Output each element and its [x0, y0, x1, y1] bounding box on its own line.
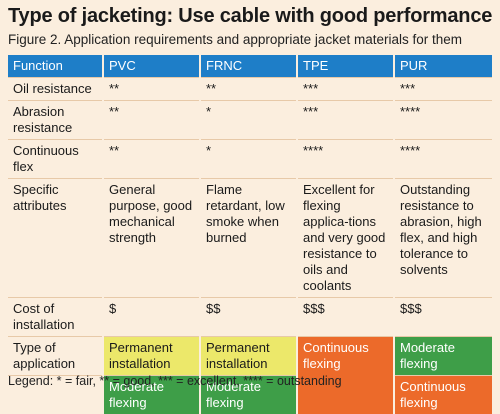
cell-pvc: ** — [103, 78, 200, 101]
jacket-materials-table: Function PVC FRNC TPE PUR Oil resistance… — [8, 55, 492, 414]
header-pur: PUR — [394, 55, 492, 78]
cell-pvc: ** — [103, 101, 200, 140]
cell-frnc: ** — [200, 78, 297, 101]
row-label: Abrasion resistance — [8, 101, 103, 140]
header-pvc: PVC — [103, 55, 200, 78]
cell-tpe: $$$ — [297, 298, 394, 337]
cell-pur: **** — [394, 101, 492, 140]
table-row: Specific attributes General purpose, goo… — [8, 179, 492, 298]
cell-tpe: Excellent for flexing applica-tions and … — [297, 179, 394, 298]
cell-tpe: *** — [297, 101, 394, 140]
cell-pvc: General purpose, good mechanical strengt… — [103, 179, 200, 298]
table-legend: Legend: * = fair, ** = good, *** = excel… — [8, 374, 342, 388]
cell-frnc: Flame retardant, low smoke when burned — [200, 179, 297, 298]
row-label: Specific attributes — [8, 179, 103, 298]
header-tpe: TPE — [297, 55, 394, 78]
cell-pur: *** — [394, 78, 492, 101]
cell-frnc-permanent: Permanent installation — [200, 337, 297, 376]
table-header-row: Function PVC FRNC TPE PUR — [8, 55, 492, 78]
table-row: Cost of installation $ $$ $$$ $$$ — [8, 298, 492, 337]
header-function: Function — [8, 55, 103, 78]
cell-pur: Outstanding resistance to abrasion, high… — [394, 179, 492, 298]
row-label: Type of application — [8, 337, 103, 376]
table-row: Type of application Permanent installati… — [8, 337, 492, 376]
row-label: Continuous flex — [8, 140, 103, 179]
cell-tpe: *** — [297, 78, 394, 101]
figure-title: Type of jacketing: Use cable with good p… — [8, 5, 492, 28]
cell-pvc: ** — [103, 140, 200, 179]
cell-frnc: * — [200, 140, 297, 179]
cell-frnc: $$ — [200, 298, 297, 337]
cell-pur: $$$ — [394, 298, 492, 337]
cell-pvc: $ — [103, 298, 200, 337]
cell-pur-moderate: Moderate flexing — [394, 337, 492, 376]
cell-frnc: * — [200, 101, 297, 140]
cell-pur-continuous: Continuous flexing — [394, 376, 492, 414]
figure-caption: Figure 2. Application requirements and a… — [8, 32, 462, 47]
cell-pur: **** — [394, 140, 492, 179]
cell-pvc-permanent: Permanent installation — [103, 337, 200, 376]
row-label: Oil resistance — [8, 78, 103, 101]
table-row: Abrasion resistance ** * *** **** — [8, 101, 492, 140]
table-row: Continuous flex ** * **** **** — [8, 140, 492, 179]
cell-tpe: **** — [297, 140, 394, 179]
header-frnc: FRNC — [200, 55, 297, 78]
row-label: Cost of installation — [8, 298, 103, 337]
table-row: Oil resistance ** ** *** *** — [8, 78, 492, 101]
